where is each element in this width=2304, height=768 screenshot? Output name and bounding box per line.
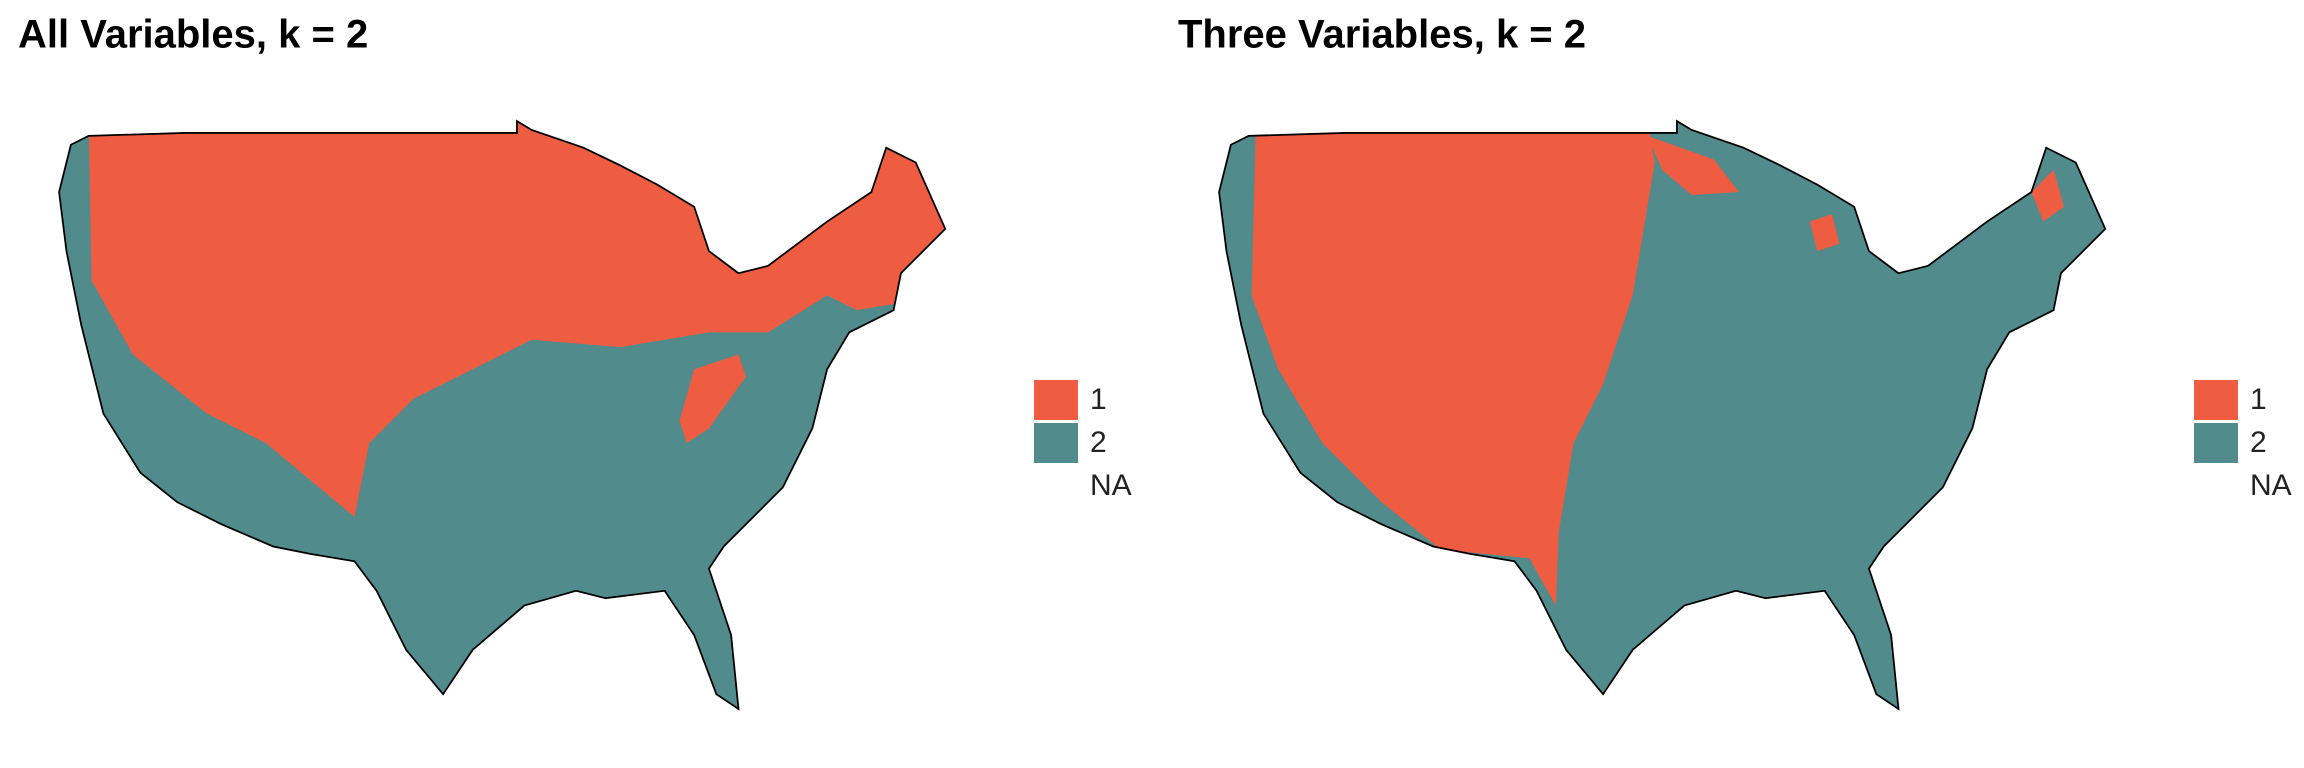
region-cluster-1-group: [1251, 121, 2064, 606]
region-cluster-1: [2031, 169, 2064, 222]
region-cluster-1: [1251, 121, 1655, 606]
country-outline: [1218, 119, 2107, 711]
legend-label: 2: [1090, 426, 1107, 459]
legend-swatch: [2194, 423, 2238, 463]
region-cluster-1: [1647, 135, 1739, 195]
legend-label: NA: [2250, 469, 2292, 502]
legend-label: 1: [2250, 383, 2267, 416]
region-cluster-1: [679, 354, 746, 444]
country-outline: [58, 119, 947, 711]
panel: All Variables, k = 2 1 2 NA: [18, 13, 1132, 711]
legend-swatch: [2194, 380, 2238, 420]
panel-title: Three Variables, k = 2: [1178, 13, 1586, 57]
map: [1218, 119, 2107, 711]
map: [58, 119, 947, 711]
panel: Three Variables, k = 2 1 2 NA: [1178, 13, 2292, 711]
legend-label: 1: [1090, 383, 1107, 416]
legend-swatch: [1034, 380, 1078, 420]
legend-label: NA: [1090, 469, 1132, 502]
region-cluster-1: [1809, 214, 1840, 252]
legend-label: 2: [2250, 426, 2267, 459]
panel-title: All Variables, k = 2: [18, 13, 368, 57]
legend-swatch: [1034, 423, 1078, 463]
